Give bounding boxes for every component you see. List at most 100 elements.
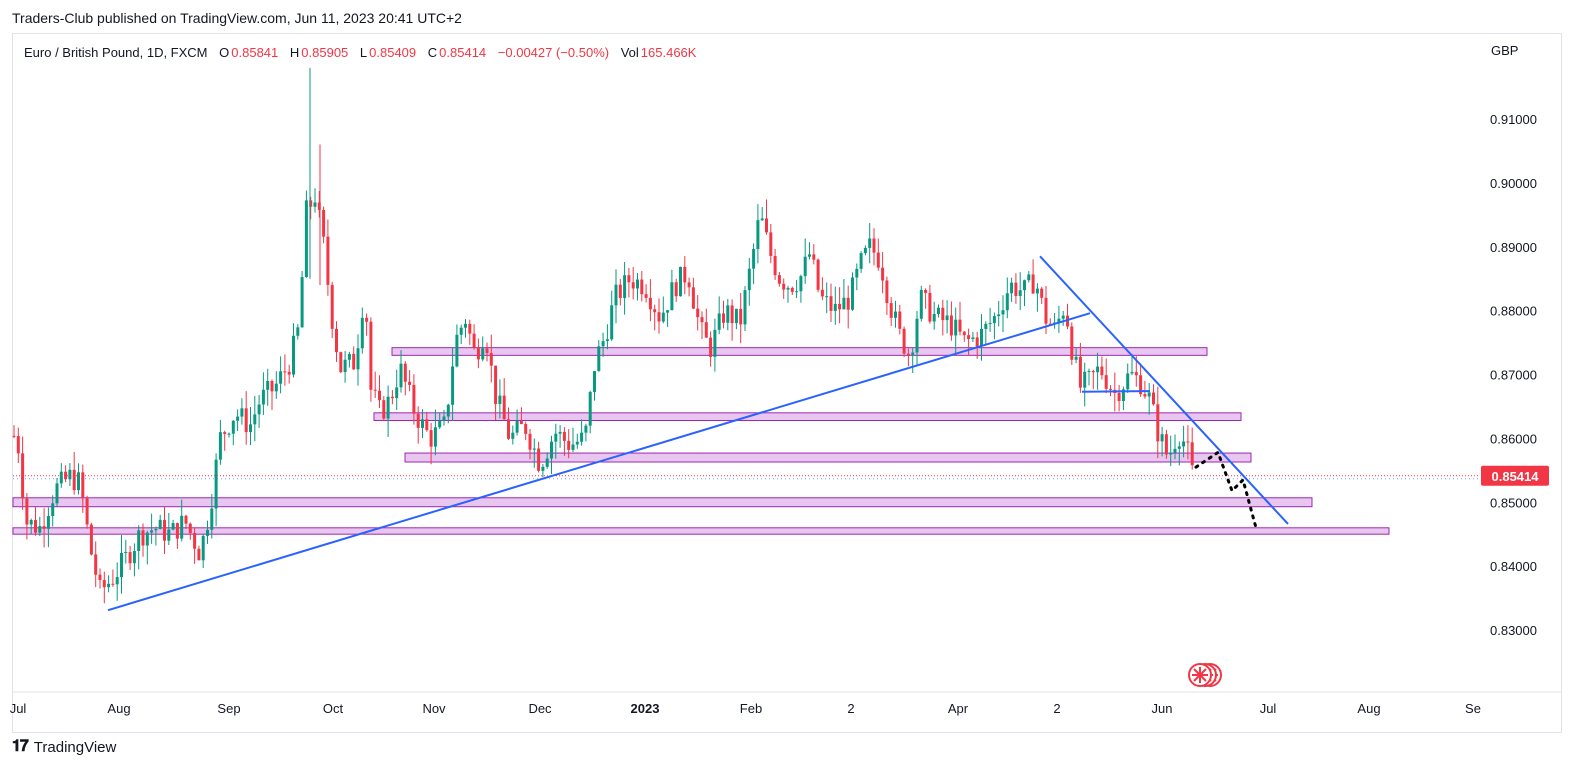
candle-body: [691, 287, 695, 309]
tradingview-logo-icon: 𝟏𝟕: [12, 738, 29, 755]
candle-body: [580, 432, 584, 442]
x-tick-label: Aug: [107, 701, 130, 716]
support-resistance-zone[interactable]: [12, 527, 1390, 535]
candle-body: [34, 520, 37, 533]
support-resistance-zone[interactable]: [12, 497, 1313, 508]
low-label: L: [359, 45, 368, 60]
candle-body: [1169, 452, 1173, 455]
candle-body: [722, 313, 725, 323]
candle-body: [124, 552, 128, 554]
last-price-tag: [1481, 465, 1549, 486]
candle-body: [206, 529, 209, 536]
candle-body: [803, 256, 807, 277]
candle-body: [799, 276, 803, 292]
candle-body: [446, 404, 450, 417]
candle-body: [614, 284, 618, 306]
support-resistance-zone[interactable]: [391, 347, 1208, 356]
candle-body: [1096, 366, 1100, 373]
candle-body: [408, 381, 412, 385]
footer-brand-text: TradingView: [33, 738, 117, 756]
candle-body: [605, 339, 609, 342]
candle-body: [1087, 370, 1091, 372]
candle-body: [94, 554, 98, 575]
candle-body: [863, 247, 867, 254]
candle-body: [137, 530, 141, 552]
candle-body: [326, 236, 330, 285]
candle-body: [489, 353, 493, 366]
footer-brand[interactable]: 𝟏𝟕 TradingView: [12, 738, 116, 756]
candle-body: [425, 419, 429, 431]
trendline[interactable]: [107, 312, 1091, 612]
candle-body: [765, 218, 768, 233]
candle-body: [1186, 441, 1190, 443]
candle-body: [812, 254, 816, 260]
candle-body: [644, 294, 648, 298]
x-tick-label: Nov: [422, 701, 446, 716]
candle-body: [145, 532, 149, 546]
candle-body: [838, 303, 842, 310]
candle-body: [141, 530, 145, 546]
candle-body: [313, 202, 317, 207]
candle-body: [537, 448, 541, 471]
candle-body: [158, 519, 162, 529]
candle-body: [1001, 310, 1005, 315]
x-tick-label: 2023: [631, 701, 660, 716]
x-tick-label: 2: [1053, 701, 1060, 716]
x-tick-label: Oct: [323, 701, 344, 716]
candle-body: [339, 352, 343, 373]
candle-body: [373, 389, 377, 391]
candle-body: [593, 371, 596, 392]
candle-body: [511, 432, 515, 439]
candle-body: [476, 347, 480, 360]
candle-body: [227, 433, 231, 435]
candle-body: [498, 395, 502, 404]
symbol-description[interactable]: Euro / British Pound, 1D, FXCM: [24, 45, 208, 60]
candle-body: [709, 337, 713, 357]
candle-body: [980, 328, 983, 347]
candle-body: [906, 353, 910, 355]
candle-body: [378, 390, 381, 401]
candle-body: [687, 282, 691, 288]
candle-body: [1070, 326, 1074, 360]
x-tick-label: Dec: [528, 701, 552, 716]
candle-body: [1014, 282, 1018, 296]
candle-body: [958, 319, 962, 332]
candle-body: [240, 408, 244, 417]
x-tick-label: Sep: [217, 701, 240, 716]
candle-body: [984, 323, 988, 329]
support-resistance-zone[interactable]: [373, 412, 1242, 421]
candle-body: [773, 255, 777, 276]
candle-body: [894, 311, 897, 318]
candle-body: [562, 431, 566, 441]
candle-body: [528, 433, 532, 450]
candle-body: [249, 424, 252, 433]
trendline[interactable]: [1039, 255, 1289, 525]
candle-body: [829, 296, 833, 311]
open-label: O: [219, 45, 230, 60]
candle-body: [962, 331, 966, 336]
projected-path[interactable]: [1194, 450, 1258, 530]
candle-body: [89, 524, 93, 555]
candle-body: [1018, 290, 1022, 296]
candle-body: [666, 310, 670, 313]
candle-body: [386, 396, 390, 419]
candle-body: [1023, 280, 1026, 291]
trendline[interactable]: [1081, 390, 1151, 393]
candle-body: [726, 305, 730, 323]
candle-body: [833, 303, 837, 311]
uk-flag-event-icon[interactable]: [1188, 663, 1222, 687]
candle-body: [193, 532, 197, 549]
candle-body: [696, 308, 700, 318]
candle-body: [330, 284, 334, 329]
candle-body: [107, 583, 111, 588]
candle-body: [554, 433, 558, 442]
candle-body: [1040, 288, 1044, 298]
candle-body: [481, 348, 485, 360]
candle-body: [459, 327, 463, 335]
candle-body: [451, 366, 455, 405]
candle-body: [1139, 375, 1143, 395]
support-resistance-zone[interactable]: [404, 452, 1252, 463]
candle-body: [954, 319, 958, 336]
candle-body: [163, 519, 166, 541]
